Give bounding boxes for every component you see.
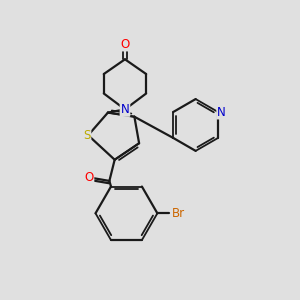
Text: N: N bbox=[217, 106, 226, 118]
Text: O: O bbox=[84, 172, 93, 184]
Text: S: S bbox=[83, 129, 90, 142]
Text: O: O bbox=[120, 38, 130, 50]
Text: Br: Br bbox=[172, 207, 185, 220]
Text: N: N bbox=[121, 103, 129, 116]
